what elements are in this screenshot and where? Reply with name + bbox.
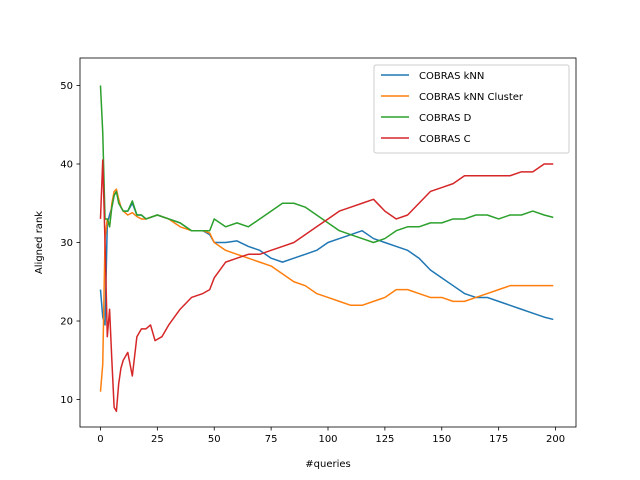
x-tick-label: 150 [432,434,451,445]
x-tick-label: 0 [97,434,103,445]
y-axis-label: Aligned rank [34,211,45,274]
y-tick-label: 20 [60,317,73,328]
legend-label: COBRAS kNN [419,71,484,82]
y-tick-label: 40 [60,159,73,170]
series-line-cobras-c [99,159,554,413]
legend: COBRAS kNN COBRAS kNN Cluster COBRAS D COBR… [373,64,570,154]
y-tick-label: 50 [60,81,73,92]
x-axis-ticks: 0 25 50 75 100 125 150 175 200 [97,427,565,445]
x-tick-label: 75 [265,434,278,445]
plot-lines [99,85,554,413]
legend-label: COBRAS C [419,134,471,145]
y-tick-label: 30 [60,238,73,249]
legend-entries: COBRAS kNN COBRAS kNN Cluster COBRAS D COBR… [381,71,524,145]
y-axis-ticks: 10 20 30 40 50 [60,81,80,406]
x-tick-label: 50 [208,434,221,445]
x-tick-label: 175 [489,434,508,445]
x-tick-label: 200 [546,434,565,445]
x-axis-label: #queries [305,459,350,470]
x-tick-label: 25 [151,434,164,445]
x-tick-label: 125 [375,434,394,445]
x-tick-label: 100 [318,434,337,445]
legend-box [373,64,570,154]
legend-label: COBRAS D [419,113,472,124]
y-tick-label: 10 [60,395,73,406]
legend-label: COBRAS kNN Cluster [419,92,524,103]
series-line-cobras-d [99,85,554,244]
